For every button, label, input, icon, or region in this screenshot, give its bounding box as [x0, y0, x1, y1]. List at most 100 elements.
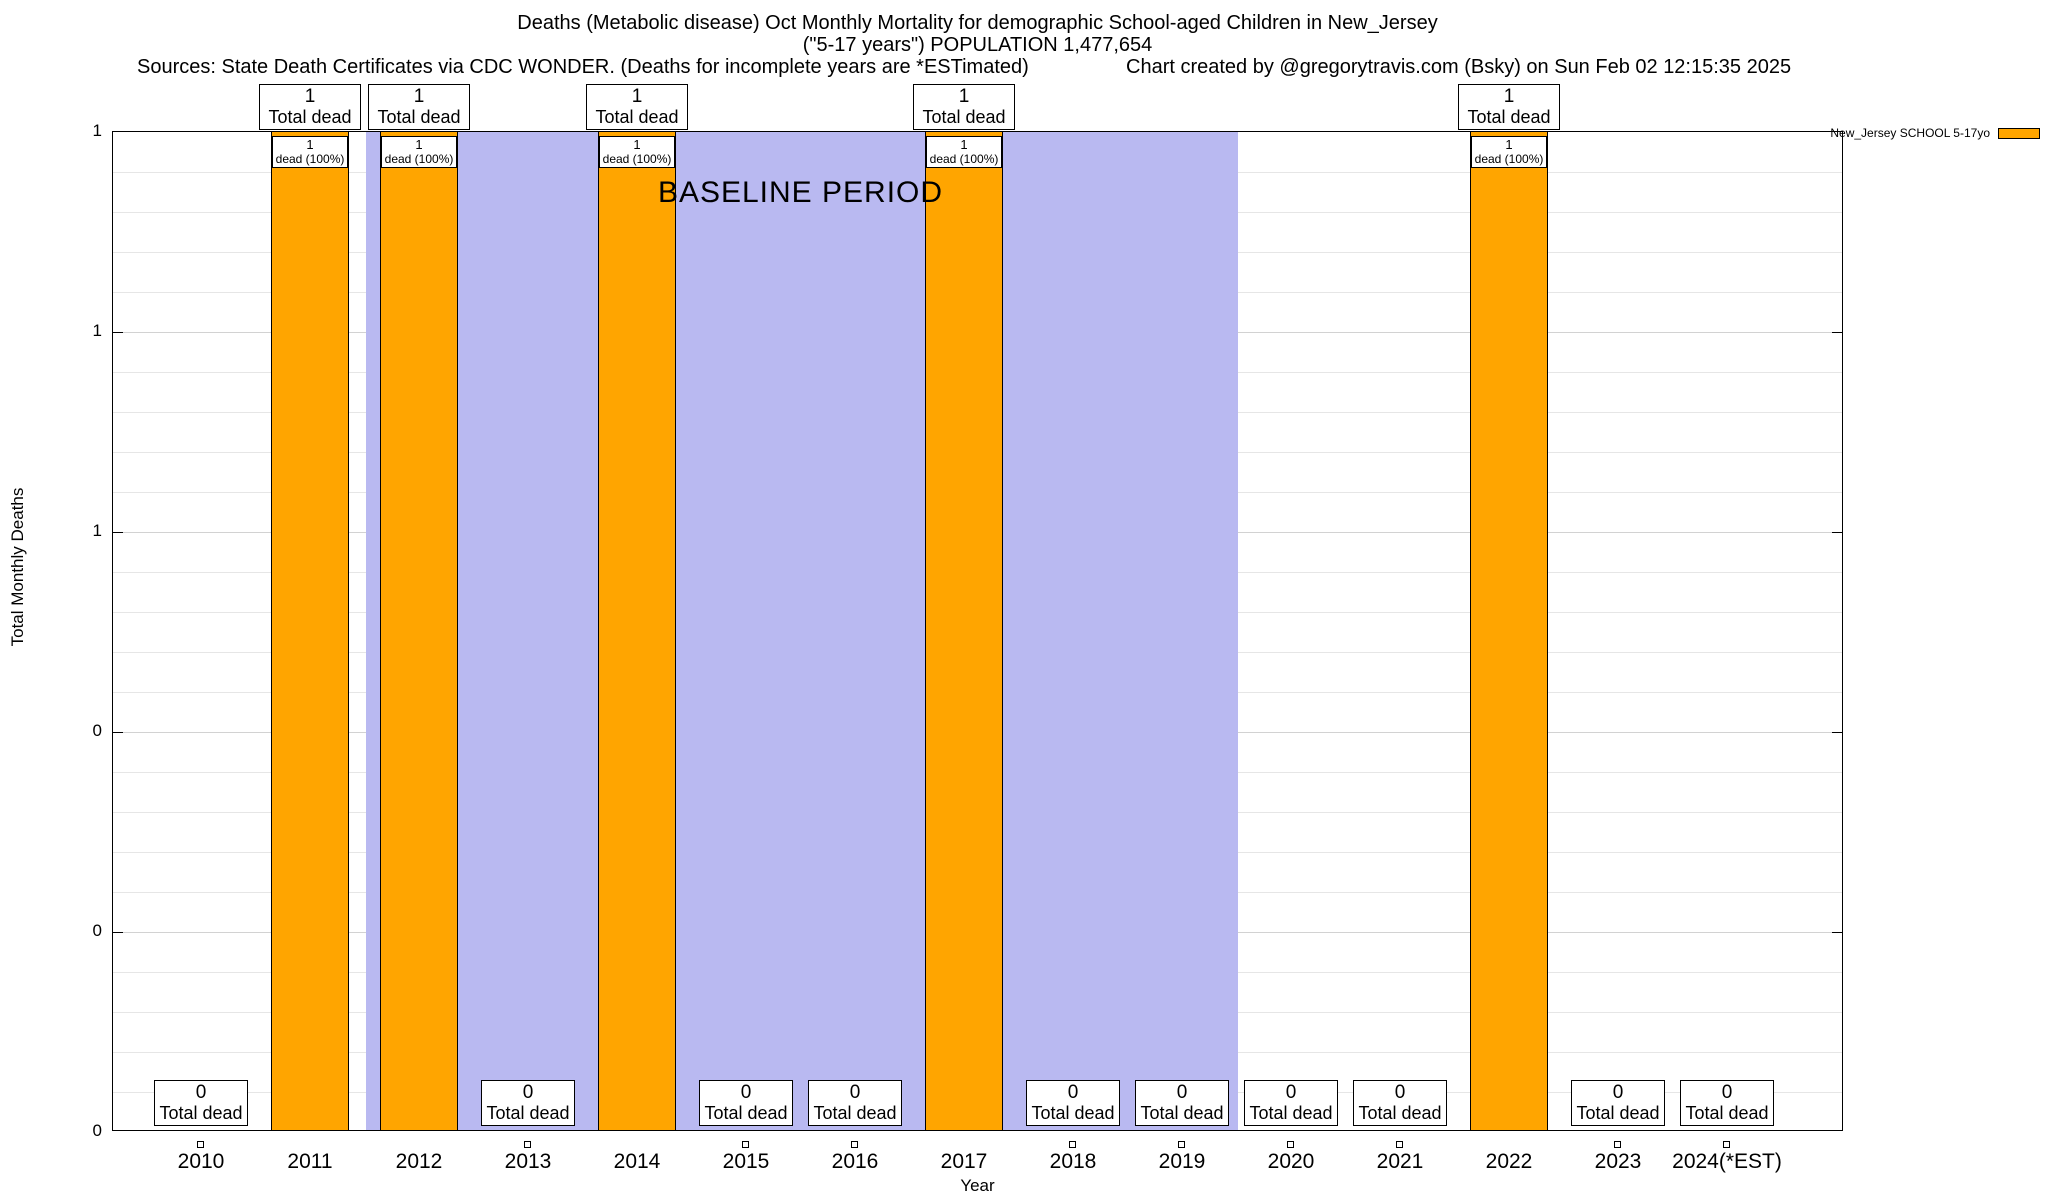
total-dead-count: 1	[1503, 86, 1515, 107]
dead-percent-label: dead (100%)	[384, 152, 454, 166]
total-dead-count: 1	[958, 86, 970, 107]
chart-subtitle: ("5-17 years") POPULATION 1,477,654	[802, 34, 1153, 56]
total-dead-box-2018: 0 Total dead	[1026, 1080, 1120, 1126]
y-axis-tick-label: 1	[92, 521, 102, 540]
total-dead-count: 1	[304, 86, 316, 107]
total-dead-label: Total dead	[1249, 1103, 1333, 1123]
y-axis-tick-label: 0	[92, 921, 102, 940]
dead-percent-label: dead (100%)	[602, 152, 672, 166]
legend-swatch	[1998, 127, 2040, 139]
baseline-period-label: BASELINE PERIOD	[657, 176, 944, 209]
zero-marker-2019	[1178, 1141, 1185, 1148]
total-dead-box-2023: 0 Total dead	[1571, 1080, 1665, 1126]
x-tick-label-2012: 2012	[395, 1150, 443, 1173]
x-tick-label-2010: 2010	[177, 1150, 225, 1173]
x-tick-label-2014: 2014	[613, 1150, 661, 1173]
y-axis-tick-label: 1	[92, 121, 102, 140]
dead-percent-box-2022: 1 dead (100%)	[1471, 136, 1547, 168]
x-tick-label-2023: 2023	[1594, 1150, 1642, 1173]
zero-marker-2021	[1396, 1141, 1403, 1148]
total-dead-count: 0	[1176, 1082, 1188, 1103]
dead-count: 1	[306, 137, 314, 152]
total-dead-label: Total dead	[595, 107, 679, 127]
total-dead-count: 0	[1067, 1082, 1079, 1103]
total-dead-box-2013: 0 Total dead	[481, 1080, 575, 1126]
total-dead-box-2011: 1 Total dead	[259, 84, 361, 130]
y-tick-mark	[113, 532, 123, 533]
y-tick-mark	[1832, 932, 1842, 933]
total-dead-label: Total dead	[377, 107, 461, 127]
total-dead-box-2020: 0 Total dead	[1244, 1080, 1338, 1126]
chart-title: Deaths (Metabolic disease) Oct Monthly M…	[517, 12, 1438, 34]
y-tick-mark	[1832, 732, 1842, 733]
total-dead-count: 0	[195, 1082, 207, 1103]
total-dead-count: 0	[849, 1082, 861, 1103]
total-dead-box-2022: 1 Total dead	[1458, 84, 1560, 130]
total-dead-label: Total dead	[159, 1103, 243, 1123]
x-tick-label-2017: 2017	[940, 1150, 988, 1173]
x-tick-label-2024(*EST): 2024(*EST)	[1672, 1150, 1782, 1173]
y-tick-mark	[113, 332, 123, 333]
total-dead-box-2021: 0 Total dead	[1353, 1080, 1447, 1126]
dead-percent-box-2012: 1 dead (100%)	[381, 136, 457, 168]
y-tick-mark	[1832, 532, 1842, 533]
dead-count: 1	[960, 137, 968, 152]
x-tick-label-2022: 2022	[1485, 1150, 1533, 1173]
total-dead-box-2024(*EST): 0 Total dead	[1680, 1080, 1774, 1126]
y-axis-tick-label: 1	[92, 321, 102, 340]
dead-count: 1	[415, 137, 423, 152]
legend: New_Jersey SCHOOL 5-17yo	[1830, 126, 2040, 140]
total-dead-label: Total dead	[922, 107, 1006, 127]
bar-2012	[380, 131, 458, 1131]
zero-marker-2015	[742, 1141, 749, 1148]
total-dead-label: Total dead	[268, 107, 352, 127]
legend-label: New_Jersey SCHOOL 5-17yo	[1830, 126, 1990, 140]
total-dead-count: 0	[1612, 1082, 1624, 1103]
x-tick-label-2011: 2011	[287, 1150, 333, 1173]
total-dead-label: Total dead	[486, 1103, 570, 1123]
zero-marker-2018	[1069, 1141, 1076, 1148]
y-axis-tick-label: 0	[92, 721, 102, 740]
chart-credit: Chart created by @gregorytravis.com (Bsk…	[1126, 56, 1792, 78]
total-dead-label: Total dead	[1358, 1103, 1442, 1123]
x-tick-label-2016: 2016	[831, 1150, 879, 1173]
total-dead-count: 1	[413, 86, 425, 107]
y-axis-tick-label: 0	[92, 1121, 102, 1140]
y-axis-label: Total Monthly Deaths	[8, 487, 27, 647]
baseline-period-region	[365, 132, 1238, 1130]
bar-2014	[598, 131, 676, 1131]
chart-sources: Sources: State Death Certificates via CD…	[137, 56, 1029, 78]
bar-2017	[925, 131, 1003, 1131]
total-dead-box-2010: 0 Total dead	[154, 1080, 248, 1126]
total-dead-count: 0	[1285, 1082, 1297, 1103]
dead-percent-label: dead (100%)	[929, 152, 999, 166]
total-dead-label: Total dead	[1031, 1103, 1115, 1123]
dead-percent-box-2014: 1 dead (100%)	[599, 136, 675, 168]
total-dead-box-2016: 0 Total dead	[808, 1080, 902, 1126]
total-dead-count: 0	[740, 1082, 752, 1103]
total-dead-box-2012: 1 Total dead	[368, 84, 470, 130]
total-dead-count: 0	[1394, 1082, 1406, 1103]
total-dead-box-2015: 0 Total dead	[699, 1080, 793, 1126]
bar-2011	[271, 131, 349, 1131]
total-dead-label: Total dead	[1685, 1103, 1769, 1123]
total-dead-label: Total dead	[1467, 107, 1551, 127]
x-tick-label-2019: 2019	[1158, 1150, 1206, 1173]
zero-marker-2013	[524, 1141, 531, 1148]
total-dead-label: Total dead	[813, 1103, 897, 1123]
dead-count: 1	[1505, 137, 1513, 152]
x-tick-label-2018: 2018	[1049, 1150, 1097, 1173]
dead-percent-label: dead (100%)	[275, 152, 345, 166]
zero-marker-2023	[1614, 1141, 1621, 1148]
zero-marker-2010	[197, 1141, 204, 1148]
total-dead-label: Total dead	[1576, 1103, 1660, 1123]
dead-count: 1	[633, 137, 641, 152]
x-tick-label-2021: 2021	[1376, 1150, 1424, 1173]
x-tick-label-2013: 2013	[504, 1150, 552, 1173]
total-dead-label: Total dead	[704, 1103, 788, 1123]
total-dead-count: 0	[1721, 1082, 1733, 1103]
bar-2022	[1470, 131, 1548, 1131]
x-tick-label-2020: 2020	[1267, 1150, 1315, 1173]
y-tick-mark	[113, 732, 123, 733]
